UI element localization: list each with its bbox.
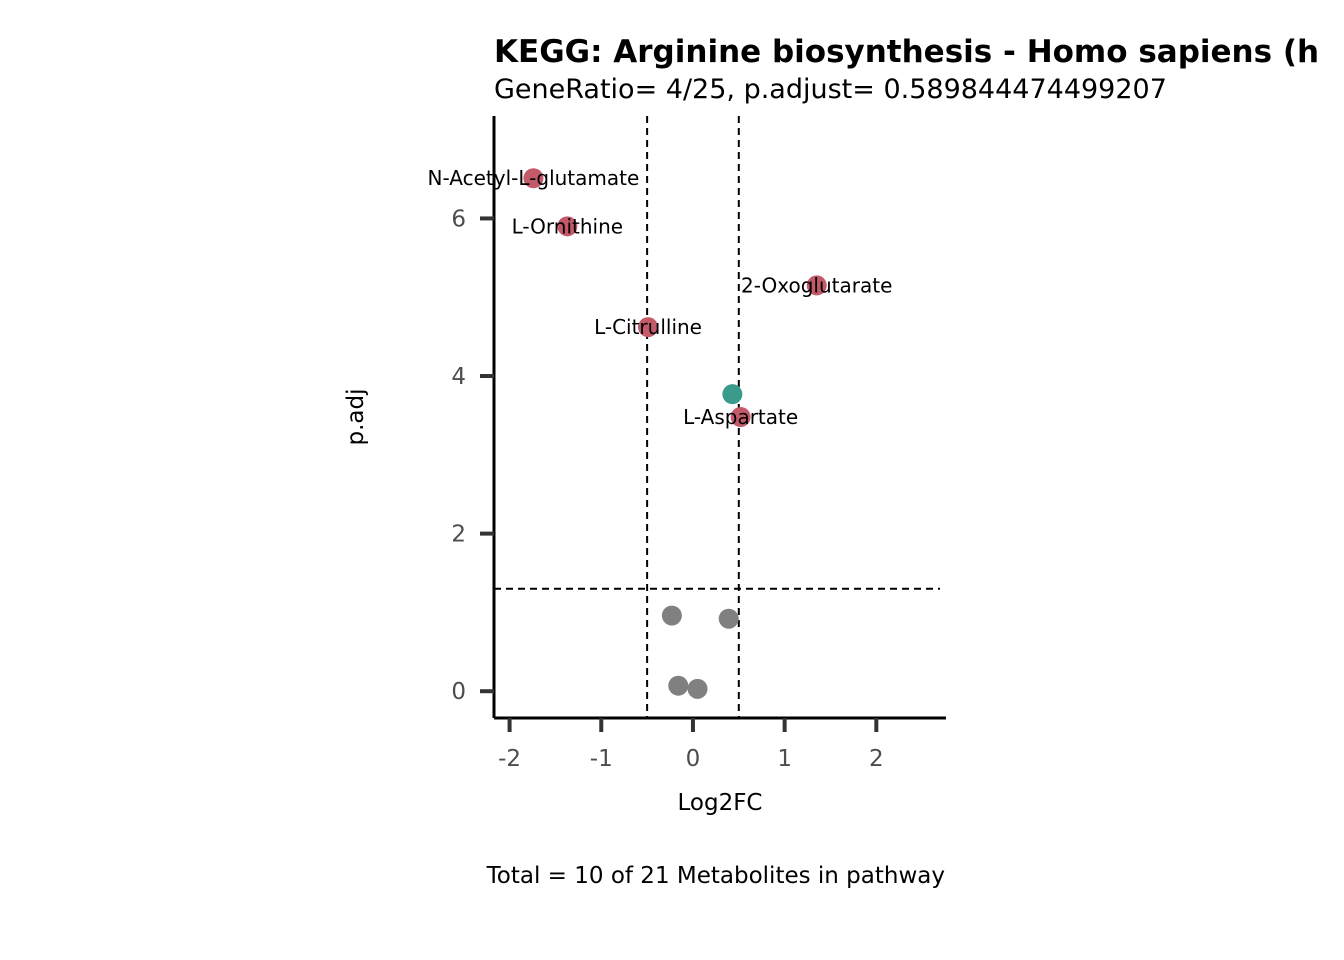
chart-subtitle: GeneRatio= 4/25, p.adjust= 0.58984447449… — [494, 74, 1167, 105]
point-label: L-Ornithine — [512, 214, 623, 238]
data-point — [638, 317, 659, 338]
data-points — [523, 168, 827, 699]
y-tick-label: 6 — [451, 206, 466, 232]
data-point — [668, 675, 689, 696]
axes — [492, 116, 946, 720]
x-tick-label: -2 — [498, 746, 521, 772]
point-label: 2-Oxoglutarate — [741, 273, 892, 297]
y-tick-label: 0 — [451, 679, 466, 705]
data-point — [722, 384, 743, 405]
x-ticks: -2 -1 0 1 2 — [498, 718, 884, 772]
y-ticks: 0 2 4 6 — [451, 206, 494, 705]
x-tick-label: 1 — [777, 746, 792, 772]
chart-caption: Total = 10 of 21 Metabolites in pathway — [486, 863, 945, 889]
x-tick-label: -1 — [590, 746, 613, 772]
data-point — [661, 605, 682, 626]
point-label: N-Acetyl-L-glutamate — [428, 166, 640, 190]
y-axis-title: p.adj — [343, 389, 369, 446]
point-label: L-Aspartate — [683, 405, 798, 429]
x-axis-title: Log2FC — [677, 790, 762, 816]
data-point — [730, 407, 751, 427]
data-point — [806, 275, 827, 296]
y-tick-label: 4 — [451, 364, 466, 390]
data-point — [557, 216, 578, 237]
data-point — [687, 678, 708, 699]
point-label: L-Citrulline — [594, 315, 702, 339]
y-tick-label: 2 — [451, 522, 466, 548]
chart-title: KEGG: Arginine biosynthesis - Homo sapie… — [494, 34, 1319, 70]
x-tick-label: 2 — [869, 746, 884, 772]
point-labels: N-Acetyl-L-glutamate L-Ornithine 2-Oxoglut… — [428, 166, 893, 429]
data-point — [523, 168, 544, 189]
x-tick-label: 0 — [686, 746, 701, 772]
data-point — [718, 608, 739, 629]
